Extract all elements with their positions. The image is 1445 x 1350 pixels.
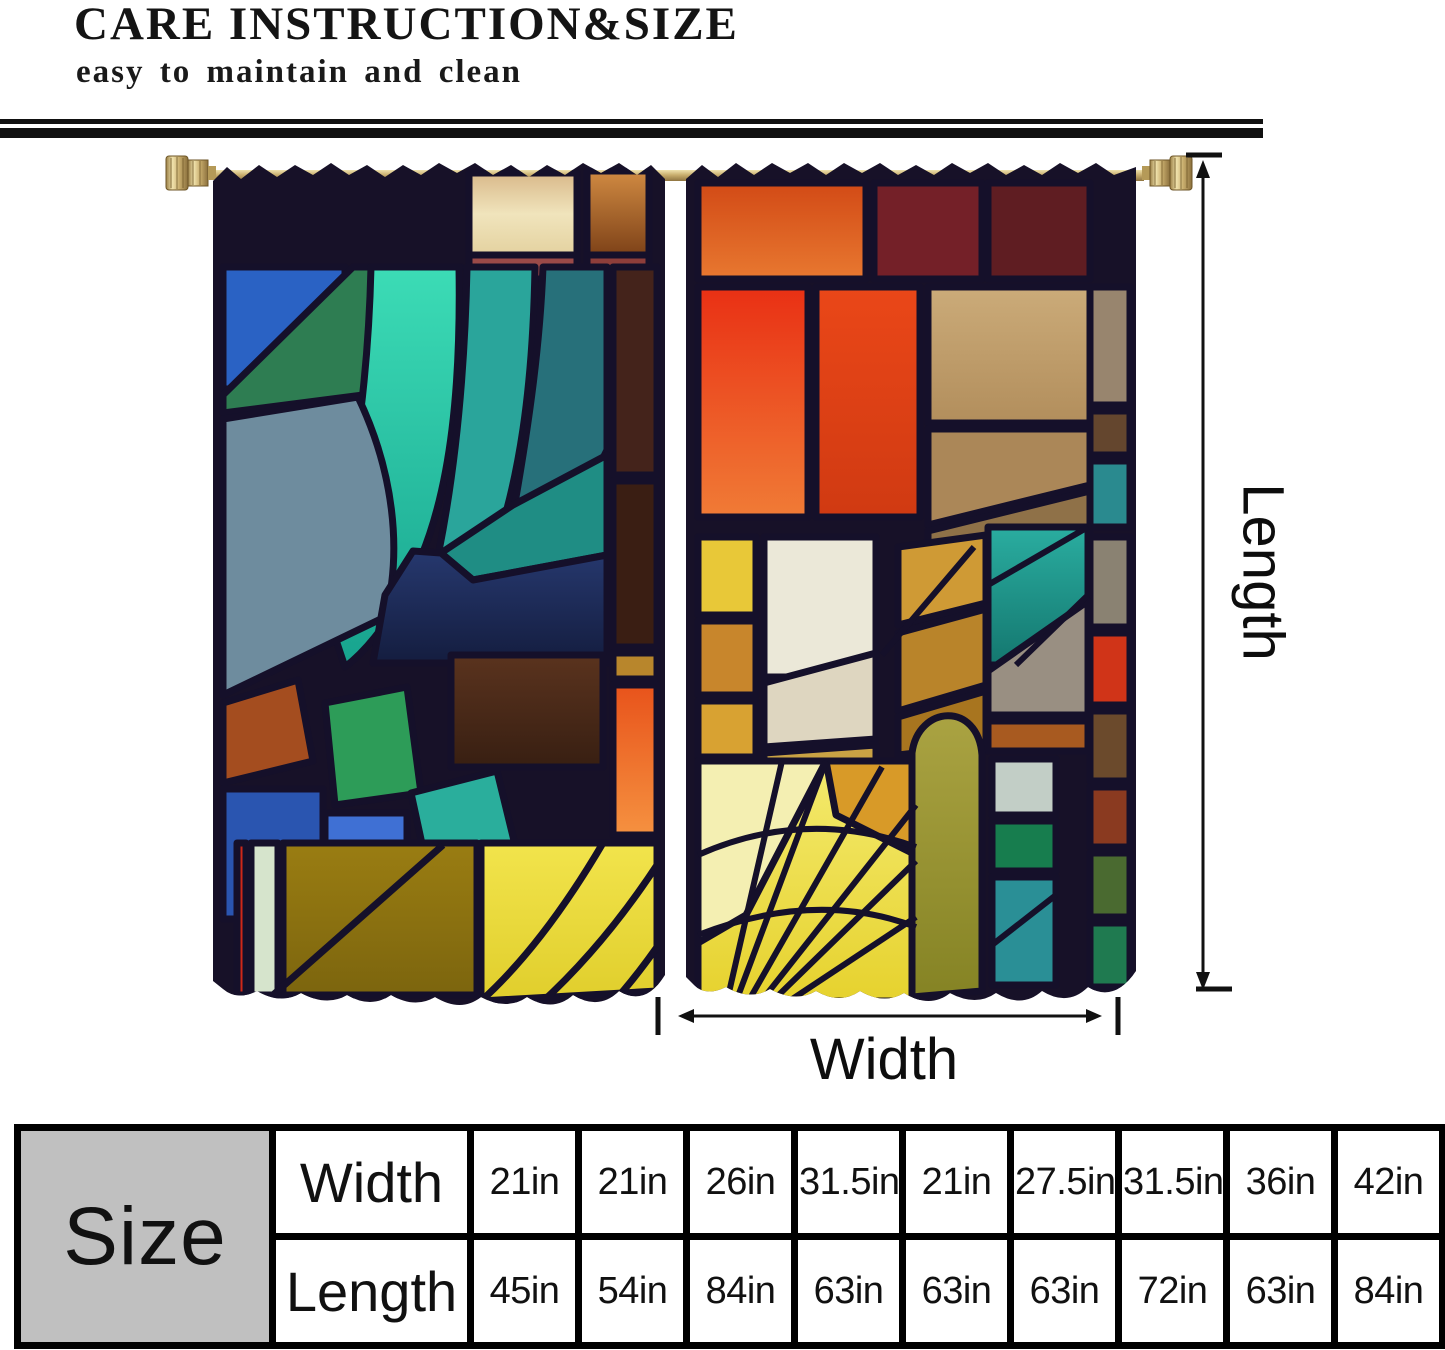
length-value-cell: 45in — [467, 1233, 582, 1349]
rod-bar — [214, 170, 1144, 181]
length-value-cell: 63in — [791, 1233, 906, 1349]
width-label: Width — [809, 1027, 959, 1092]
right-curtain-panel — [686, 163, 1136, 1001]
length-arrow — [1186, 152, 1232, 992]
width-value-cell: 31.5in — [791, 1124, 906, 1240]
length-value-cell: 63in — [1223, 1233, 1338, 1349]
length-value-cell: 84in — [683, 1233, 798, 1349]
divider-line-thick — [0, 128, 1263, 138]
width-value-cell: 21in — [575, 1124, 690, 1240]
size-corner-cell: Size — [14, 1124, 276, 1349]
right-panel-glass — [686, 163, 1136, 1001]
length-row: Length 45in 54in 84in 63in 63in 63in 72i… — [18, 1233, 1445, 1349]
rod-finial-right — [1142, 155, 1193, 191]
curtain-rod — [165, 155, 1193, 191]
page-title: CARE INSTRUCTION&SIZE — [74, 0, 739, 50]
page-subtitle: easy to maintain and clean — [76, 54, 523, 90]
size-table: Size Width 21in 21in 26in 31.5in 21in 27… — [14, 1124, 1445, 1349]
length-label: Length — [1230, 483, 1296, 661]
width-value-cell: 21in — [899, 1124, 1014, 1240]
length-value-cell: 63in — [1007, 1233, 1122, 1349]
width-value-cell: 36in — [1223, 1124, 1338, 1240]
length-value-cell: 84in — [1331, 1233, 1445, 1349]
width-value-cell: 42in — [1331, 1124, 1445, 1240]
rod-finial-left — [165, 155, 216, 191]
width-row: Size Width 21in 21in 26in 31.5in 21in 27… — [14, 1124, 1445, 1349]
left-curtain-panel — [213, 163, 665, 1005]
left-panel-glass — [213, 163, 665, 1005]
divider-line-thin — [0, 119, 1263, 124]
width-value-cell: 21in — [467, 1124, 582, 1240]
length-row-header: Length — [269, 1233, 474, 1349]
width-value-cell: 31.5in — [1115, 1124, 1230, 1240]
sunburst-rays — [696, 524, 1091, 1001]
width-value-cell: 26in — [683, 1124, 798, 1240]
length-value-cell: 63in — [899, 1233, 1014, 1349]
width-row-header: Width — [269, 1124, 474, 1240]
width-value-cell: 27.5in — [1007, 1124, 1122, 1240]
length-value-cell: 54in — [575, 1233, 690, 1349]
length-value-cell: 72in — [1115, 1233, 1230, 1349]
